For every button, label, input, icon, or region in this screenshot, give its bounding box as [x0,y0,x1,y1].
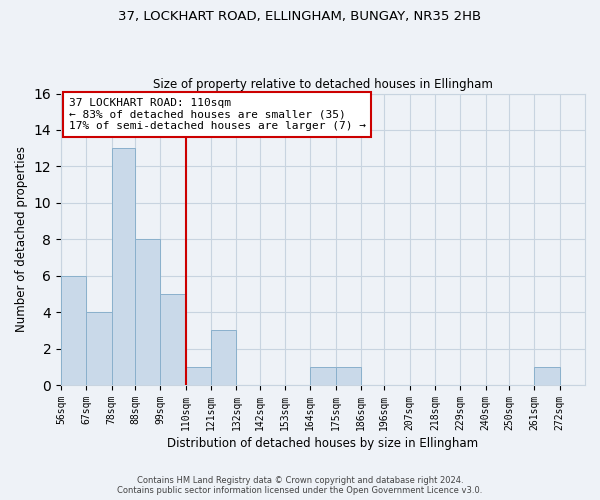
Text: Contains HM Land Registry data © Crown copyright and database right 2024.
Contai: Contains HM Land Registry data © Crown c… [118,476,482,495]
Y-axis label: Number of detached properties: Number of detached properties [15,146,28,332]
Bar [310,367,336,385]
X-axis label: Distribution of detached houses by size in Ellingham: Distribution of detached houses by size … [167,437,479,450]
Bar [336,367,361,385]
Bar [61,276,86,385]
Text: 37, LOCKHART ROAD, ELLINGHAM, BUNGAY, NR35 2HB: 37, LOCKHART ROAD, ELLINGHAM, BUNGAY, NR… [118,10,482,23]
Text: 37 LOCKHART ROAD: 110sqm
← 83% of detached houses are smaller (35)
17% of semi-d: 37 LOCKHART ROAD: 110sqm ← 83% of detach… [69,98,366,131]
Bar [534,367,560,385]
Title: Size of property relative to detached houses in Ellingham: Size of property relative to detached ho… [153,78,493,91]
Bar [112,148,135,385]
Bar [185,367,211,385]
Bar [86,312,112,385]
Bar [135,240,160,385]
Bar [211,330,236,385]
Bar [160,294,185,385]
